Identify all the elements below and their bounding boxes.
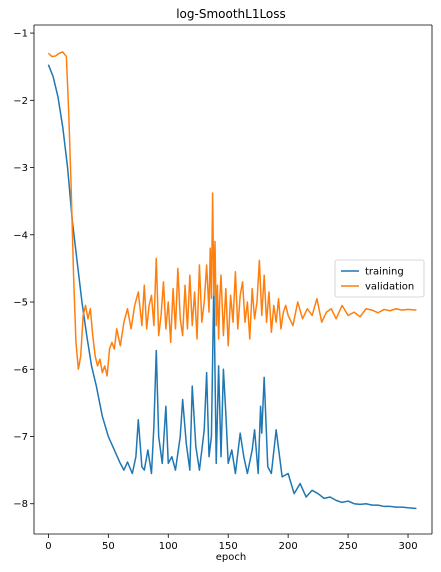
x-tick-label: 200 [279, 541, 298, 552]
x-tick-label: 150 [219, 541, 238, 552]
legend: training validation [334, 259, 425, 298]
plot-area: 0 50 100 150 200 250 300 −8 −7 −6 −5 −4 −3 −2 −1 traini… [13, 24, 433, 552]
legend-label-validation: validation [365, 282, 414, 293]
legend-box [334, 259, 425, 298]
y-tick-label: −3 [13, 163, 28, 174]
series-line-validation [47, 51, 417, 377]
y-tick-label: −2 [13, 96, 28, 107]
y-tick-label: −8 [13, 499, 28, 510]
x-tick-label: 100 [159, 541, 178, 552]
y-tick-label: −6 [13, 365, 28, 376]
x-tick-label: 0 [45, 541, 51, 552]
legend-label-training: training [365, 267, 404, 278]
y-tick-label: −5 [13, 298, 28, 309]
y-tick-label: −1 [13, 29, 28, 40]
y-tick-label: −4 [13, 230, 28, 241]
x-tick-label: 300 [398, 541, 417, 552]
y-tick-label: −7 [13, 432, 28, 443]
chart-title: log-SmoothL1Loss [176, 7, 286, 21]
x-tick-label: 250 [339, 541, 358, 552]
x-tick-label: 50 [102, 541, 115, 552]
x-axis-label: epoch [216, 552, 246, 563]
